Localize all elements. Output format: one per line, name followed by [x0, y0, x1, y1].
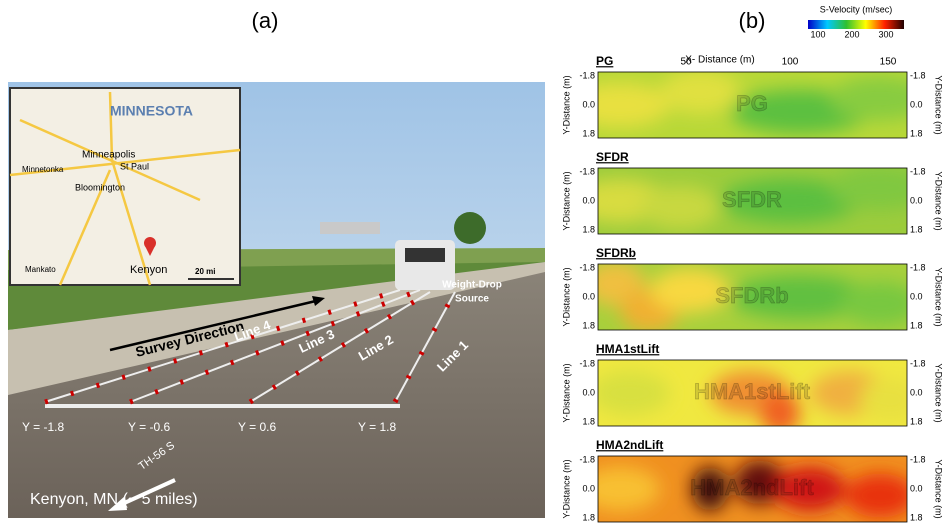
panel-title: SFDR: [596, 150, 629, 164]
map-blob: [660, 70, 740, 114]
y-tick-label: -1.8: [579, 70, 595, 80]
y-tick-label: 0.0: [910, 99, 923, 109]
y-axis-label: Y-Distance (m): [561, 75, 571, 134]
y-tick-label: 1.8: [582, 512, 595, 522]
map-city: Kenyon: [130, 264, 167, 276]
y-axis-label: Y-Distance (m): [934, 171, 944, 230]
map-state: MINNESOTA: [110, 103, 193, 119]
velocity-map: SFDR: [570, 166, 930, 234]
source-label: Weight-Drop: [442, 280, 502, 291]
velocity-map: SFDRb: [585, 262, 920, 332]
map-city: St Paul: [120, 161, 149, 171]
y-axis-label: Y-Distance (m): [934, 459, 944, 518]
map-city: Bloomington: [75, 182, 125, 192]
velocity-map: HMA2ndLift: [580, 456, 915, 522]
y-tick-label: -1.8: [910, 262, 926, 272]
figure: (a) MINNESOTA Minneapolis St Paul Minnet…: [0, 0, 945, 523]
y-tick-label: 0.0: [910, 483, 923, 493]
y-tick-label: 1.8: [910, 128, 923, 138]
y-tick-label: 0.0: [910, 195, 923, 205]
colorbar-title: S-Velocity (m/sec): [820, 4, 893, 14]
y-tick-label: 0.0: [582, 195, 595, 205]
x-tick-label: 50: [680, 57, 692, 68]
y-tick-label: 1.8: [582, 416, 595, 426]
map-watermark: SFDRb: [715, 283, 788, 308]
y-tick-label: 1.8: [910, 320, 923, 330]
offset-label: Y = -1.8: [22, 420, 64, 434]
y-tick-label: 1.8: [582, 128, 595, 138]
y-tick-label: 0.0: [582, 387, 595, 397]
y-tick-label: -1.8: [910, 70, 926, 80]
destination-label: Kenyon, MN (~ 5 miles): [30, 491, 198, 508]
y-tick-label: 0.0: [582, 99, 595, 109]
x-tick-label: 100: [782, 57, 799, 68]
panel-title: HMA2ndLift: [596, 438, 663, 452]
panel-label: (b): [739, 8, 766, 33]
y-tick-label: 1.8: [910, 416, 923, 426]
map-scale: 20 mi: [195, 267, 215, 276]
map-watermark: SFDR: [722, 187, 782, 212]
y-axis-label: Y-Distance (m): [934, 75, 944, 134]
map-watermark: HMA2ndLift: [690, 475, 814, 500]
map-city: Mankato: [25, 265, 56, 274]
colorbar-tick: 200: [844, 29, 859, 39]
y-tick-label: -1.8: [910, 166, 926, 176]
y-tick-label: -1.8: [579, 358, 595, 368]
panel-title: HMA1stLift: [596, 342, 659, 356]
map-blob: [640, 186, 720, 230]
y-tick-label: 0.0: [910, 291, 923, 301]
y-tick-label: -1.8: [579, 262, 595, 272]
map-blob: [860, 378, 920, 422]
x-axis-label: X- Distance (m): [685, 55, 754, 66]
map-blob: [845, 474, 915, 518]
y-tick-label: 1.8: [910, 512, 923, 522]
offset-label: Y = 0.6: [238, 420, 276, 434]
colorbar-tick: 100: [810, 29, 825, 39]
y-axis-label: Y-Distance (m): [561, 363, 571, 422]
colorbar: [808, 20, 904, 29]
y-tick-label: -1.8: [910, 358, 926, 368]
colorbar-tick: 300: [878, 29, 893, 39]
y-axis-label: Y-Distance (m): [561, 171, 571, 230]
y-tick-label: -1.8: [579, 454, 595, 464]
map-blob: [590, 371, 670, 415]
offset-label: Y = 1.8: [358, 420, 396, 434]
y-tick-label: 0.0: [582, 291, 595, 301]
map-blob: [840, 282, 920, 326]
offset-label: Y = -0.6: [128, 420, 170, 434]
y-tick-label: 0.0: [582, 483, 595, 493]
panel-title: SFDRb: [596, 246, 636, 260]
y-tick-label: 0.0: [910, 387, 923, 397]
y-axis-label: Y-Distance (m): [561, 267, 571, 326]
y-tick-label: 1.8: [582, 320, 595, 330]
velocity-map: PG: [570, 70, 930, 138]
map-city: Minneapolis: [82, 150, 135, 161]
velocity-map: HMA1stLift: [590, 360, 920, 435]
y-tick-label: -1.8: [910, 454, 926, 464]
y-tick-label: 1.8: [910, 224, 923, 234]
y-axis-label: Y-Distance (m): [561, 459, 571, 518]
map-watermark: PG: [736, 91, 768, 116]
y-tick-label: 1.8: [582, 224, 595, 234]
x-tick-label: 150: [880, 57, 897, 68]
map-city: Minnetonka: [22, 165, 64, 174]
source-label: Source: [455, 294, 489, 305]
panel-label: (a): [252, 8, 279, 33]
map-watermark: HMA1stLift: [694, 379, 811, 404]
panel-title: PG: [596, 54, 613, 68]
y-axis-label: Y-Distance (m): [934, 267, 944, 326]
y-axis-label: Y-Distance (m): [934, 363, 944, 422]
y-tick-label: -1.8: [579, 166, 595, 176]
